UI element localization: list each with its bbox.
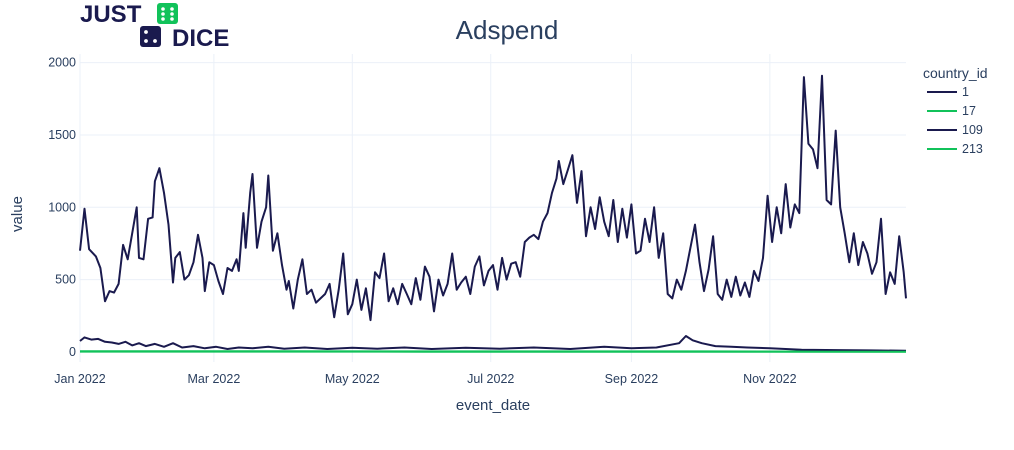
x-tick-label: Sep 2022 bbox=[605, 372, 659, 386]
y-gridlines bbox=[80, 62, 906, 353]
x-gridlines bbox=[79, 54, 771, 362]
legend-item-109: 109 bbox=[927, 123, 983, 137]
x-tick-label: Jul 2022 bbox=[467, 372, 514, 386]
series-line-109 bbox=[79, 335, 907, 352]
y-tick-label: 1500 bbox=[48, 128, 76, 142]
legend-title: country_id bbox=[923, 65, 988, 81]
logo-text-just: JUST bbox=[80, 2, 142, 28]
y-tick-label: 2000 bbox=[48, 56, 76, 70]
chart-title: Adspend bbox=[456, 15, 559, 45]
legend-item-1: 1 bbox=[927, 85, 969, 99]
x-tick-label: Jan 2022 bbox=[54, 372, 105, 386]
x-axis-title: event_date bbox=[456, 397, 530, 414]
x-tick-label: Nov 2022 bbox=[743, 372, 797, 386]
legend-item-213: 213 bbox=[927, 142, 983, 156]
legend-label: 213 bbox=[962, 142, 983, 156]
legend-label: 109 bbox=[962, 123, 983, 137]
legend-label: 17 bbox=[962, 104, 976, 118]
y-tick-labels: 0 500 1000 1500 2000 bbox=[48, 56, 76, 359]
y-tick-label: 1000 bbox=[48, 200, 76, 214]
legend-item-17: 17 bbox=[927, 104, 976, 118]
y-tick-label: 500 bbox=[55, 273, 76, 287]
x-tick-label: Mar 2022 bbox=[187, 372, 240, 386]
y-tick-label: 0 bbox=[69, 345, 76, 359]
series-line-1 bbox=[79, 74, 907, 322]
legend: country_id 1 17 109 213 bbox=[923, 65, 988, 156]
x-tick-labels: Jan 2022 Mar 2022 May 2022 Jul 2022 Sep 2022… bbox=[54, 372, 796, 386]
just-dice-logo: JUST DICE bbox=[80, 2, 229, 48]
series-lines bbox=[79, 74, 907, 353]
x-tick-label: May 2022 bbox=[325, 372, 380, 386]
y-axis-title: value bbox=[9, 196, 26, 232]
logo-text-dice: DICE bbox=[172, 25, 229, 48]
legend-label: 1 bbox=[962, 85, 969, 99]
